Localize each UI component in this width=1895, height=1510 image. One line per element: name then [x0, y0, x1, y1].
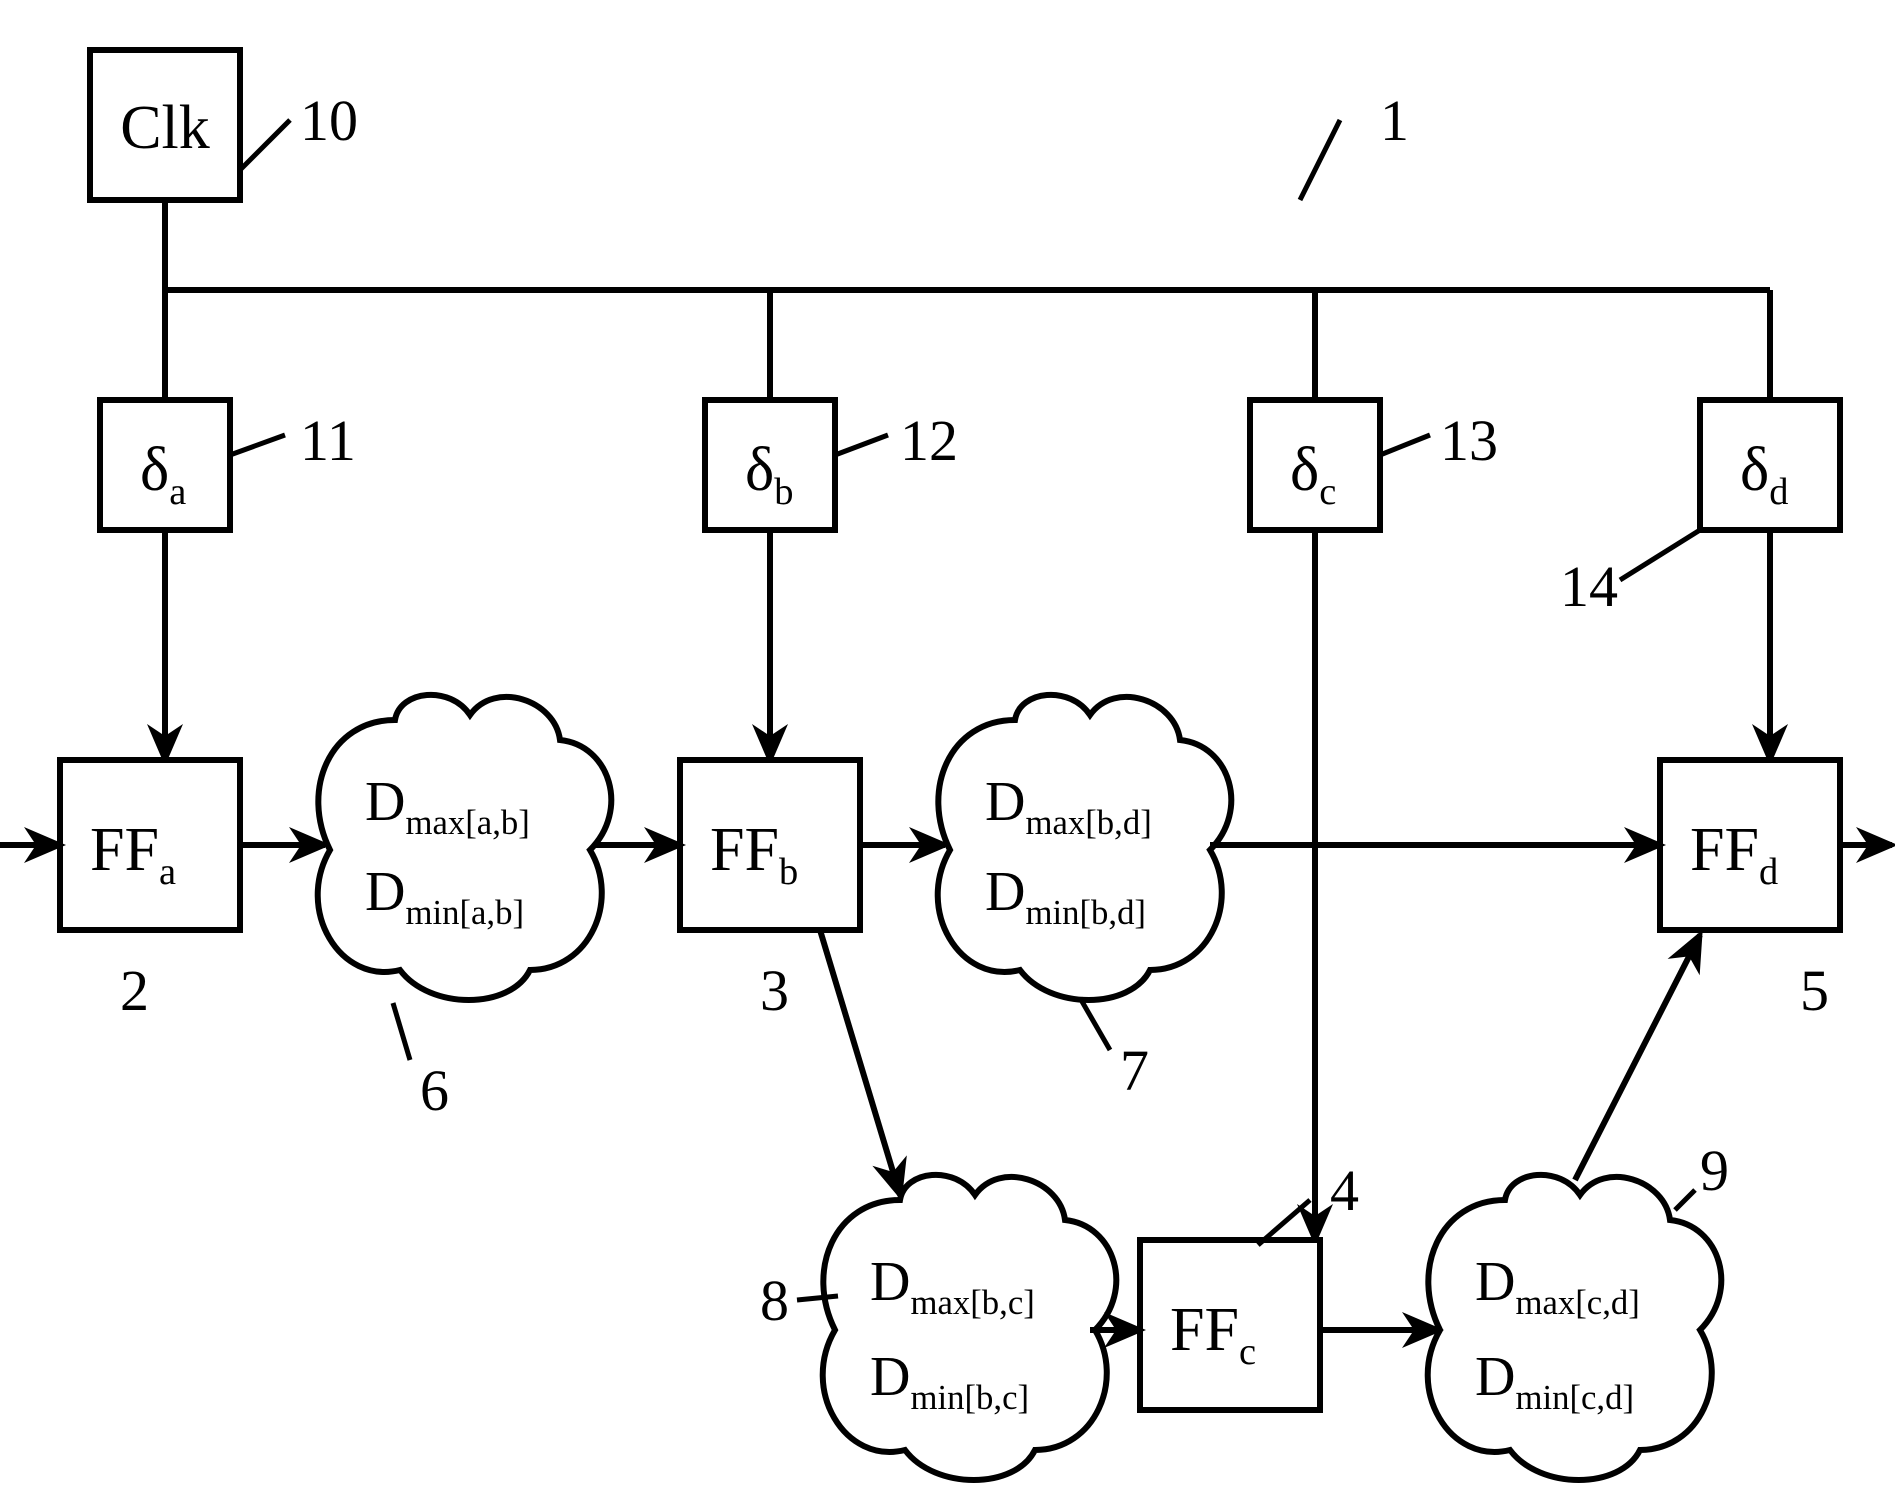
clk-ref: 10	[300, 88, 358, 153]
ff-d-ref: 5	[1800, 958, 1829, 1023]
ff-a-ref: 2	[120, 958, 149, 1023]
region-ref-text: 1	[1380, 88, 1409, 153]
cloud-cd-shape	[1428, 1175, 1722, 1480]
cloud-bc-shape	[823, 1175, 1117, 1480]
cloud-ab-ref: 6	[420, 1058, 449, 1123]
cloud-bc-ref: 8	[760, 1268, 789, 1333]
delay-b-ref: 12	[900, 408, 958, 473]
ff-c-ref: 4	[1330, 1158, 1359, 1223]
cloud-bd-ref: 7	[1120, 1038, 1149, 1103]
cloud-ab-shape	[318, 695, 612, 1000]
cloud-bd-shape	[938, 695, 1232, 1000]
delay-a-ref: 11	[300, 408, 356, 473]
delay-c-ref: 13	[1440, 408, 1498, 473]
cloud-cd-ref: 9	[1700, 1138, 1729, 1203]
clk-label: Clk	[120, 94, 210, 162]
ff-b-ref: 3	[760, 958, 789, 1023]
delay-d-ref: 14	[1560, 554, 1618, 619]
